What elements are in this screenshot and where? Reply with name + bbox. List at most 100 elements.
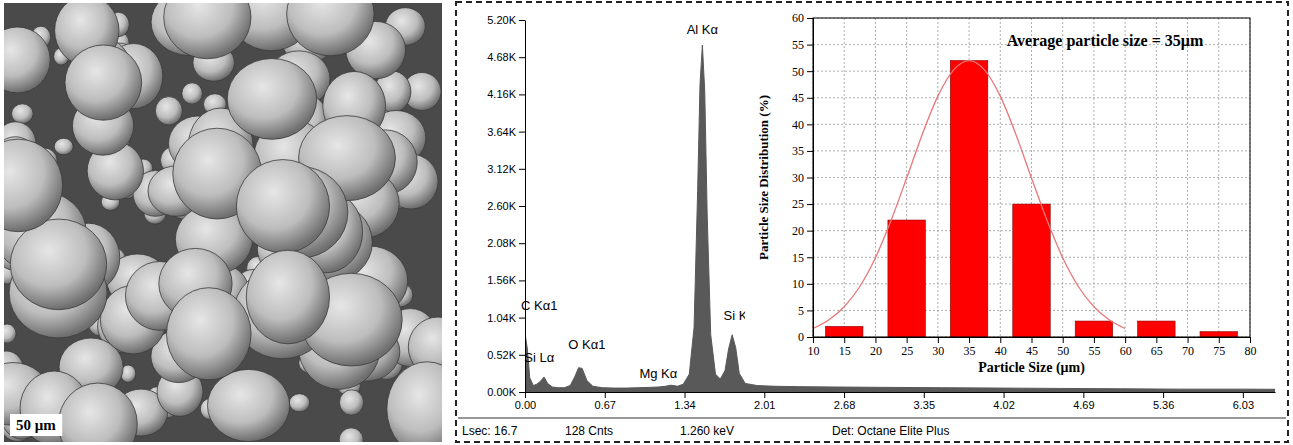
chart-title: Average particle size = 35μm — [1007, 32, 1204, 50]
tick: 4.69 — [1073, 392, 1094, 411]
tick-mark — [807, 71, 813, 72]
tick-label: 10 — [792, 277, 804, 291]
tick-label: 5.36 — [1153, 399, 1174, 411]
particle — [10, 219, 106, 310]
tick-label: 4.68K — [487, 51, 516, 63]
grid-line — [1218, 18, 1219, 337]
tick: 5.20K — [487, 14, 525, 26]
tick-label: 20 — [870, 344, 882, 358]
tick-mark — [519, 20, 525, 21]
tick: 20 — [792, 224, 813, 238]
tick: 0.52K — [487, 349, 525, 361]
peak-label: Al Kα — [687, 22, 719, 37]
tick-label: 2.08K — [487, 237, 516, 249]
tick-mark — [1000, 337, 1001, 343]
particle — [339, 390, 363, 416]
plot-frame — [813, 18, 1250, 337]
tick: 5 — [798, 304, 813, 318]
tick-label: 65 — [1151, 344, 1163, 358]
tick-mark — [1250, 337, 1251, 343]
tick-label: 2.01 — [754, 399, 775, 411]
tick: 55 — [1088, 337, 1100, 358]
tick-label: 45 — [792, 91, 804, 105]
tick: 1.04K — [487, 312, 525, 324]
tick-mark — [813, 337, 814, 343]
tick-label: 4.69 — [1073, 399, 1094, 411]
tick-label: 70 — [1182, 344, 1194, 358]
tick-mark — [807, 284, 813, 285]
tick-label: 10 — [808, 344, 820, 358]
particle — [339, 428, 363, 442]
tick-mark — [807, 18, 813, 19]
y-axis-title: Particle Size Distribution (%) — [756, 95, 771, 260]
particle — [4, 27, 50, 93]
bar — [1200, 332, 1237, 337]
tick-mark — [519, 392, 525, 393]
tick: 20 — [870, 337, 882, 358]
tick-label: 1.04K — [487, 312, 516, 324]
tick: 40 — [995, 337, 1007, 358]
tick-mark — [807, 45, 813, 46]
tick-label: 2.60K — [487, 200, 516, 212]
footer-text: 1.260 keV — [680, 424, 734, 438]
tick-label: 30 — [792, 171, 804, 185]
bar — [825, 326, 862, 337]
tick: 65 — [1151, 337, 1163, 358]
tick-label: 50 — [792, 65, 804, 79]
tick-mark — [1083, 392, 1084, 398]
tick-mark — [1063, 337, 1064, 343]
tick-mark — [807, 204, 813, 205]
particle — [182, 83, 203, 104]
tick-label: 15 — [792, 251, 804, 265]
tick-label: 2.68 — [834, 399, 855, 411]
grid-line — [1062, 18, 1063, 337]
tick: 4.02 — [993, 392, 1014, 411]
tick-label: 45 — [1026, 344, 1038, 358]
tick: 10 — [808, 337, 820, 358]
tick-label: 60 — [792, 11, 804, 25]
tick-mark — [907, 337, 908, 343]
axis-xticks: 0.000.671.342.012.683.354.024.695.366.03 — [515, 392, 1276, 411]
tick: 35 — [964, 337, 976, 358]
tick-mark — [1188, 337, 1189, 343]
particle — [65, 45, 142, 120]
tick: 70 — [1182, 337, 1194, 358]
tick-mark — [1243, 392, 1244, 398]
tick-label: 0.00K — [487, 386, 516, 398]
tick: 40 — [792, 118, 813, 132]
tick-label: 5.20K — [487, 14, 516, 26]
tick-mark — [605, 392, 606, 398]
particle — [207, 369, 289, 441]
tick: 80 — [1245, 337, 1257, 358]
peak-label: C Kα1 — [521, 298, 557, 313]
tick: 1.34 — [674, 392, 695, 411]
tick-label: 5 — [798, 304, 804, 318]
tick: 0 — [798, 330, 813, 344]
peak-label: Mg Kα — [639, 366, 677, 381]
tick-label: 1.34 — [674, 399, 695, 411]
particle — [236, 160, 329, 253]
grid-line — [937, 18, 938, 337]
tick: 0.00 — [515, 392, 536, 411]
tick-mark — [519, 169, 525, 170]
tick-mark — [1094, 337, 1095, 343]
axis-yticks: 0.00K0.52K1.04K1.56K2.08K2.60K3.12K3.64K… — [487, 14, 525, 398]
tick: 3.35 — [914, 392, 935, 411]
bar — [1075, 321, 1112, 337]
tick: 4.68K — [487, 51, 525, 63]
tick: 50 — [1057, 337, 1069, 358]
axis-yticks: 051015202530354045505560 — [792, 11, 814, 344]
tick: 10 — [792, 277, 813, 291]
particle — [246, 250, 329, 344]
grid-line — [1156, 18, 1157, 337]
tick-label: 40 — [995, 344, 1007, 358]
tick-label: 0.67 — [595, 399, 616, 411]
figure: 50 μm0.000.671.342.012.683.354.024.695.3… — [0, 0, 1293, 445]
tick: 45 — [792, 91, 813, 105]
tick-mark — [519, 243, 525, 244]
axis-line — [525, 21, 526, 393]
tick-mark — [807, 310, 813, 311]
x-axis-title: Particle Size (μm) — [978, 360, 1085, 376]
tick: 0.00K — [487, 386, 525, 398]
tick: 45 — [1026, 337, 1038, 358]
